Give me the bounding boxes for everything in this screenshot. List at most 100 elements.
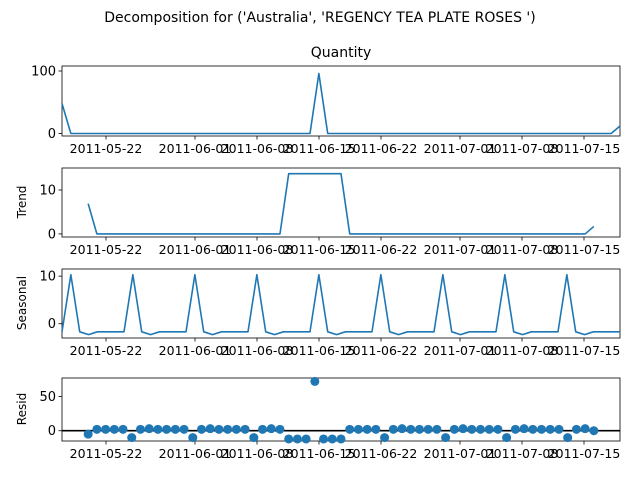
resid-point xyxy=(441,433,451,443)
x-tick-label: 2011-06-01 xyxy=(159,446,232,461)
resid-point xyxy=(580,424,590,434)
y-tick-label: 100 xyxy=(31,65,56,80)
y-tick-label: 0 xyxy=(48,424,56,439)
x-tick-label: 2011-06-08 xyxy=(221,446,294,461)
y-axis-label: Resid xyxy=(15,393,29,425)
resid-point xyxy=(144,424,154,434)
resid-point xyxy=(284,434,294,444)
resid-point xyxy=(502,433,512,443)
resid-point xyxy=(493,424,503,434)
resid-point xyxy=(249,433,259,443)
x-tick-label: 2011-07-08 xyxy=(486,343,559,358)
y-tick-label: 50 xyxy=(39,390,56,405)
resid-point xyxy=(537,424,547,434)
resid-point xyxy=(380,433,390,443)
x-tick-label: 2011-06-22 xyxy=(345,446,418,461)
y-tick-label: 0 xyxy=(48,227,56,242)
resid-point xyxy=(554,424,564,434)
resid-point xyxy=(127,433,137,443)
plot-frame xyxy=(61,167,621,238)
resid-point xyxy=(484,424,494,434)
x-tick-label: 2011-06-15 xyxy=(283,242,356,257)
x-tick-label: 2011-06-01 xyxy=(159,343,232,358)
resid-point xyxy=(223,424,233,434)
resid-point xyxy=(231,424,241,434)
figure-title: Decomposition for ('Australia', 'REGENCY… xyxy=(104,10,535,26)
resid-point xyxy=(327,434,337,444)
panel-title: Quantity xyxy=(311,45,372,61)
resid-point xyxy=(205,424,215,434)
resid-point xyxy=(449,424,459,434)
x-tick-label: 2011-05-22 xyxy=(70,343,143,358)
plot-frame xyxy=(61,65,621,137)
y-tick-label: 0 xyxy=(48,317,56,332)
series-line xyxy=(87,172,595,235)
resid-point xyxy=(258,424,268,434)
resid-point xyxy=(345,424,355,434)
resid-point xyxy=(240,424,250,434)
resid-point xyxy=(406,424,416,434)
x-tick-label: 2011-07-08 xyxy=(486,242,559,257)
resid-point xyxy=(275,424,285,434)
resid-point xyxy=(423,424,433,434)
resid-point xyxy=(519,424,529,434)
series-line xyxy=(61,72,621,135)
resid-point xyxy=(101,424,111,434)
resid-point xyxy=(476,424,485,434)
x-tick-label: 2011-07-01 xyxy=(424,343,497,358)
x-tick-label: 2011-07-08 xyxy=(486,446,559,461)
resid-point xyxy=(528,424,538,434)
resid-point xyxy=(362,424,372,434)
x-tick-label: 2011-06-15 xyxy=(283,141,356,156)
x-tick-label: 2011-07-15 xyxy=(548,446,621,461)
y-axis-label: Seasonal xyxy=(15,276,29,330)
x-tick-label: 2011-07-01 xyxy=(424,446,497,461)
resid-point xyxy=(388,424,398,434)
x-tick-label: 2011-07-01 xyxy=(424,242,497,257)
resid-point xyxy=(589,426,599,436)
x-tick-label: 2011-06-08 xyxy=(221,242,294,257)
x-tick-label: 2011-06-15 xyxy=(283,446,356,461)
x-tick-label: 2011-06-15 xyxy=(283,343,356,358)
x-tick-label: 2011-06-01 xyxy=(159,242,232,257)
x-tick-label: 2011-06-22 xyxy=(345,242,418,257)
panel-quantity: Quantity 0 100 2011-05-22 2011-06-01 2011-06… xyxy=(31,45,621,156)
x-tick-label: 2011-05-22 xyxy=(70,141,143,156)
y-tick-label: 10 xyxy=(39,270,56,285)
y-tick-label: 10 xyxy=(39,183,56,198)
resid-point xyxy=(266,424,276,434)
plot-frame xyxy=(61,268,621,339)
resid-point xyxy=(301,434,311,444)
resid-point xyxy=(162,424,172,434)
resid-point xyxy=(118,424,128,434)
y-tick-label: 0 xyxy=(48,127,56,142)
x-tick-label: 2011-06-01 xyxy=(159,141,232,156)
resid-point xyxy=(571,424,581,434)
resid-point xyxy=(336,434,346,444)
resid-point xyxy=(83,429,93,439)
resid-point xyxy=(197,424,206,434)
resid-point xyxy=(563,433,573,443)
resid-point xyxy=(397,424,407,434)
resid-point xyxy=(188,433,198,443)
resid-point xyxy=(545,424,555,434)
resid-point xyxy=(135,424,145,434)
resid-point xyxy=(432,424,442,434)
resid-point xyxy=(92,424,102,434)
x-tick-label: 2011-07-15 xyxy=(548,141,621,156)
x-tick-label: 2011-06-08 xyxy=(221,343,294,358)
resid-point xyxy=(310,376,320,386)
resid-point xyxy=(319,434,329,444)
resid-point xyxy=(371,424,381,434)
resid-point xyxy=(414,424,424,434)
resid-point xyxy=(109,424,119,434)
x-tick-label: 2011-06-22 xyxy=(345,343,418,358)
x-tick-label: 2011-07-08 xyxy=(486,141,559,156)
x-tick-label: 2011-07-15 xyxy=(548,343,621,358)
resid-point xyxy=(179,424,189,434)
resid-point xyxy=(170,424,180,434)
x-tick-label: 2011-05-22 xyxy=(70,446,143,461)
